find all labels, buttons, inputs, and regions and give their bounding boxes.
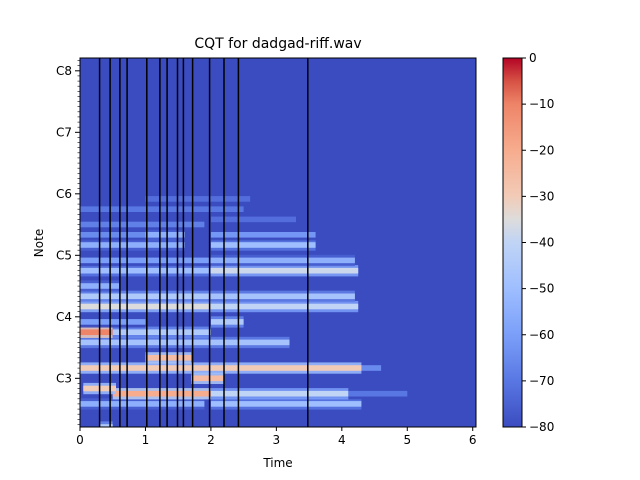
partial-core — [210, 390, 349, 397]
partial-core — [210, 267, 359, 274]
y-tick-label: C7 — [56, 125, 72, 139]
colorbar-tick-label: 0 — [529, 51, 537, 65]
partial-core — [80, 242, 185, 248]
y-tick-label: C4 — [56, 310, 72, 324]
partial-core — [80, 221, 205, 228]
partial-core — [145, 196, 251, 202]
colorbar-tick-label: −10 — [529, 97, 554, 111]
partial-core — [210, 401, 362, 407]
y-axis: C3 C4 C5 C6 C7 C8 — [56, 64, 80, 385]
partial-core — [112, 390, 211, 397]
x-axis-label: Time — [262, 456, 292, 470]
partial-core — [80, 267, 211, 274]
partial-core — [80, 303, 211, 310]
partial-core — [210, 242, 316, 248]
spectrogram-area — [80, 58, 476, 427]
colorbar-tick-label: −50 — [529, 282, 554, 296]
partial-core — [210, 319, 244, 325]
partial-core — [80, 257, 211, 264]
x-tick-label: 2 — [207, 433, 215, 447]
partial-core — [80, 401, 205, 407]
partial-core — [80, 319, 146, 325]
partial-core — [348, 390, 408, 397]
y-axis-label: Note — [32, 229, 46, 257]
partial-core — [361, 365, 382, 371]
spectral-bands — [80, 193, 408, 427]
partial-core — [210, 232, 316, 238]
y-minor-ticks — [77, 60, 80, 425]
onset-markers — [98, 58, 309, 427]
x-tick-label: 1 — [142, 433, 150, 447]
colorbar-tick-label: −60 — [529, 328, 554, 342]
colorbar-tick-label: −30 — [529, 189, 554, 203]
y-tick-label: C5 — [56, 248, 72, 262]
colorbar: 0 −10 −20 −30 −40 −50 −60 −70 −80 — [502, 51, 554, 434]
partial-core — [210, 303, 359, 310]
colorbar-tick-label: −80 — [529, 420, 554, 434]
x-tick-label: 6 — [469, 433, 477, 447]
colorbar-tick-label: −20 — [529, 143, 554, 157]
partial-core — [80, 206, 244, 212]
partial-core — [210, 257, 355, 264]
partial-core — [145, 355, 192, 361]
partial-core — [80, 365, 211, 371]
partial-core — [99, 424, 113, 427]
x-tick-label: 5 — [403, 433, 411, 447]
colorbar-tick-label: −40 — [529, 236, 554, 250]
y-tick-label: C3 — [56, 371, 72, 385]
partial-core — [80, 232, 146, 238]
colorbar-tick-label: −70 — [529, 374, 554, 388]
plot-frame — [79, 57, 477, 428]
partial-core — [145, 232, 185, 238]
partial-core — [191, 375, 224, 382]
y-tick-label: C8 — [56, 64, 72, 78]
x-tick-label: 3 — [273, 433, 281, 447]
partial-core — [80, 329, 113, 335]
x-tick-label: 4 — [338, 433, 346, 447]
partial-core — [80, 293, 211, 300]
partial-core — [210, 365, 362, 371]
partial-core — [80, 339, 290, 346]
chart-title: CQT for dadgad-riff.wav — [194, 36, 361, 52]
y-tick-label: C6 — [56, 187, 72, 201]
x-axis: 0 1 2 3 4 5 6 — [76, 427, 477, 447]
colorbar-gradient — [502, 57, 523, 428]
partial-core — [112, 329, 211, 335]
partial-core — [210, 216, 296, 223]
x-tick-label: 0 — [76, 433, 84, 447]
colorbar-ticks: 0 −10 −20 −30 −40 −50 −60 −70 −80 — [522, 51, 554, 434]
partial-core — [210, 293, 355, 300]
